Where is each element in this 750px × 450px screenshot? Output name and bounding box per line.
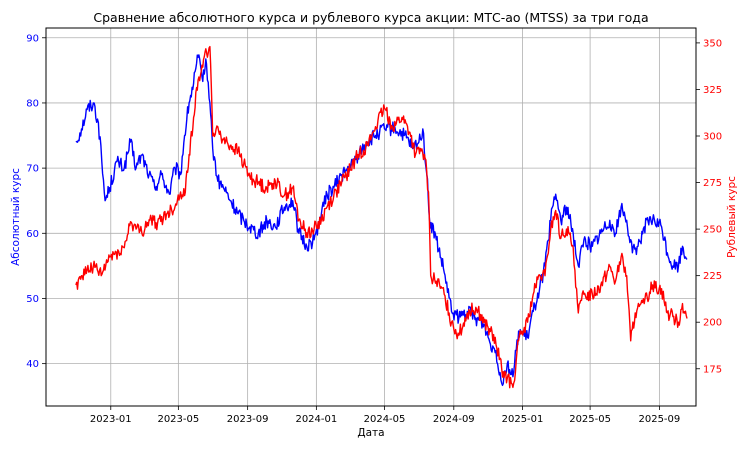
x-tick-label: 2024-01 <box>295 414 337 425</box>
left-y-tick-label: 80 <box>26 98 39 109</box>
left-y-tick-label: 60 <box>26 229 39 240</box>
right-y-axis-label: Рублевый курс <box>726 176 738 258</box>
plot-frame <box>45 27 697 407</box>
left-y-tick-label: 70 <box>26 164 39 175</box>
x-tick-label: 2025-01 <box>502 414 544 425</box>
left-y-tick-label: 40 <box>26 359 39 370</box>
x-tick-label: 2023-09 <box>227 414 269 425</box>
right-y-tick-label: 200 <box>703 318 722 329</box>
left-y-axis-label: Абсолютный курс <box>10 168 22 266</box>
right-y-tick-label: 175 <box>703 364 722 375</box>
right-y-tick-label: 325 <box>703 85 722 96</box>
chart-title: Сравнение абсолютного курса и рублевого … <box>93 10 648 25</box>
x-tick-label: 2023-01 <box>90 414 132 425</box>
left-y-axis: 40 50 60 70 80 90 <box>26 33 46 370</box>
right-y-tick-label: 250 <box>703 225 722 236</box>
right-y-tick-label: 300 <box>703 132 722 143</box>
x-axis: 2023-01 2023-05 2023-09 2024-01 2024-05 2024-… <box>90 406 680 425</box>
x-tick-label: 2024-05 <box>364 414 406 425</box>
x-tick-label: 2025-05 <box>569 414 611 425</box>
x-axis-label: Дата <box>357 427 384 439</box>
right-y-axis: 175 200 225 250 275 300 325 350 <box>696 38 722 375</box>
x-tick-label: 2024-09 <box>433 414 475 425</box>
absolute-price-line <box>75 54 688 387</box>
ruble-price-line <box>75 45 688 389</box>
right-y-tick-label: 350 <box>703 38 722 49</box>
grid-lines <box>46 28 696 406</box>
right-y-tick-label: 275 <box>703 178 722 189</box>
left-y-tick-label: 90 <box>26 33 39 44</box>
x-tick-label: 2023-05 <box>157 414 199 425</box>
left-y-tick-label: 50 <box>26 294 39 305</box>
x-tick-label: 2025-09 <box>638 414 680 425</box>
right-y-tick-label: 225 <box>703 271 722 282</box>
series-lines <box>75 45 688 389</box>
